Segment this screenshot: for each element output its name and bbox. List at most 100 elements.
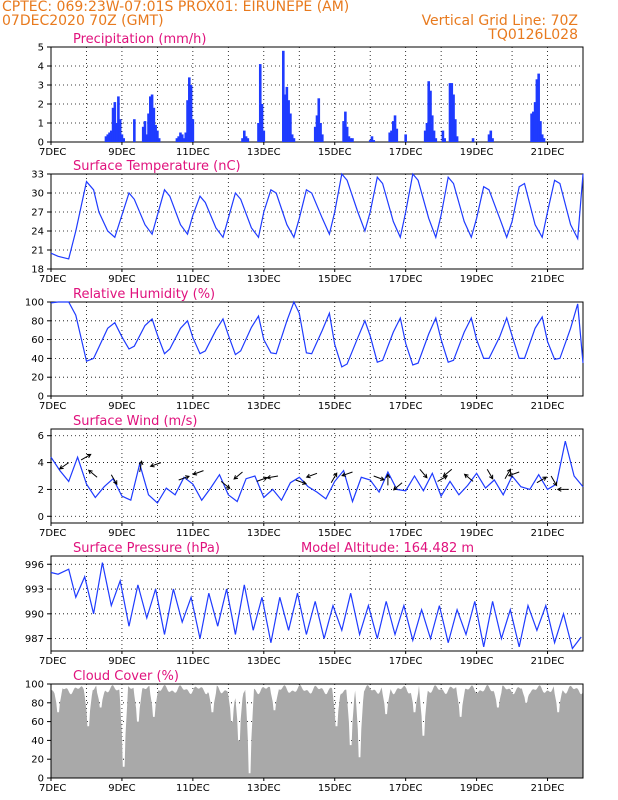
precip-xtick-label: 21DEC — [531, 147, 565, 158]
temp-title: Surface Temperature (nC) — [73, 159, 241, 174]
precip-bar — [246, 138, 250, 142]
precip-xtick-label: 19DEC — [460, 147, 494, 158]
precip-xtick-label: 13DEC — [247, 147, 281, 158]
precip-bar — [242, 130, 246, 142]
wind-wind-arrow — [110, 474, 118, 486]
pressure-ytick-label: 987 — [25, 634, 44, 645]
temp-ytick-label: 18 — [31, 265, 44, 276]
wind-wind-arrow — [463, 473, 474, 482]
precip-bar — [106, 134, 110, 142]
rh-ytick-label: 20 — [31, 373, 44, 384]
precip-ytick-label: 2 — [38, 100, 44, 111]
wind-xtick-label: 7DEC — [39, 528, 66, 539]
precip-bar — [282, 50, 285, 142]
precip-ytick-label: 4 — [38, 62, 44, 73]
precip-bar — [109, 130, 113, 142]
precip-bar — [345, 126, 349, 142]
precip-bar — [454, 119, 457, 142]
temp-xtick-label: 11DEC — [176, 274, 210, 285]
temp-xtick-label: 7DEC — [39, 274, 66, 285]
cloud-ytick-label: 60 — [31, 717, 44, 728]
cloud-xtick-label: 7DEC — [39, 783, 66, 794]
cloud-ytick-label: 0 — [38, 774, 44, 785]
temp-ytick-label: 21 — [31, 246, 44, 257]
cloud-frame-top — [50, 683, 584, 779]
precip-bar — [448, 83, 452, 142]
wind-wind-arrow — [392, 482, 403, 491]
temp-frame — [50, 173, 584, 270]
wind-wind-arrow — [138, 460, 144, 473]
rh-ytick-label: 60 — [31, 335, 44, 346]
precip-bar — [115, 123, 118, 142]
precip-bar — [540, 134, 544, 142]
precip-bar — [342, 121, 345, 142]
precip-bar — [489, 130, 493, 142]
precip-bar — [372, 140, 376, 142]
pressure-annotation: Model Altitude: 164.482 m — [301, 541, 474, 556]
precip-bar — [117, 96, 120, 142]
temp-ytick-label: 30 — [31, 189, 44, 200]
precip-bar — [292, 138, 296, 142]
precip-bar — [257, 123, 260, 142]
temp-xtick-label: 13DEC — [247, 274, 281, 285]
header-model-id: TQ0126L028 — [488, 27, 578, 43]
cloud-ytick-label: 40 — [31, 736, 44, 747]
precip-bar — [532, 111, 535, 142]
precip-bar — [111, 107, 115, 142]
cloud-xtick-label: 17DEC — [389, 783, 423, 794]
cloud-area — [51, 685, 583, 778]
precip-bar — [182, 138, 186, 142]
cloud-ytick-label: 80 — [31, 698, 44, 709]
precip-bar — [313, 126, 317, 142]
wind-xtick-label: 15DEC — [318, 528, 352, 539]
precip-bar — [108, 132, 111, 142]
pressure-xtick-label: 7DEC — [39, 656, 66, 667]
precip-bar — [430, 115, 434, 142]
precip-bar — [452, 94, 455, 142]
cloud-xtick-label: 21DEC — [531, 783, 565, 794]
precip-bar — [289, 113, 292, 142]
precip-bar — [120, 134, 124, 142]
precip-bar — [287, 100, 290, 142]
pressure-ytick-label: 993 — [25, 585, 44, 596]
rh-xtick-label: 19DEC — [460, 401, 494, 412]
wind-wind-arrow — [341, 471, 353, 477]
temp-ytick-label: 33 — [31, 170, 44, 181]
precip-xtick-label: 17DEC — [389, 147, 423, 158]
cloud-xtick-label: 15DEC — [318, 783, 352, 794]
precip-bar — [283, 94, 287, 142]
wind-title: Surface Wind (m/s) — [73, 414, 197, 429]
precip-bar — [150, 94, 154, 142]
precip-bar — [395, 128, 399, 142]
precip-bar — [145, 134, 149, 142]
precip-bar — [539, 121, 542, 142]
temp-xtick-label: 15DEC — [318, 274, 352, 285]
pressure-xtick-label: 19DEC — [460, 656, 494, 667]
pressure-ytick-label: 990 — [25, 609, 44, 620]
precip-bar — [122, 138, 126, 142]
wind-xtick-label: 9DEC — [108, 528, 135, 539]
temp-xtick-label: 21DEC — [531, 274, 565, 285]
precip-bar — [184, 132, 188, 142]
precip-bar — [179, 132, 182, 142]
pressure-ytick-label: 996 — [25, 560, 44, 571]
temp-ytick-label: 27 — [31, 208, 44, 219]
temp-ytick-label: 24 — [31, 227, 44, 238]
cloud-xtick-label: 13DEC — [247, 783, 281, 794]
wind-xtick-label: 19DEC — [460, 528, 494, 539]
wind-wind-arrow — [305, 472, 318, 479]
precip-ytick-label: 0 — [38, 138, 44, 149]
cloud-title: Cloud Cover (%) — [73, 669, 179, 684]
precip-bar — [370, 136, 374, 142]
precip-ytick-label: 5 — [38, 43, 44, 54]
precip-bar — [285, 86, 289, 142]
rh-xtick-label: 9DEC — [108, 401, 135, 412]
wind-wind-arrow — [220, 481, 231, 490]
precip-bar — [393, 115, 397, 142]
precip-bar — [191, 119, 195, 142]
header-station-line: CPTEC: 069:23W-07:01S PROX01: EIRUNEPE (… — [2, 0, 350, 15]
pressure-xtick-label: 11DEC — [176, 656, 210, 667]
precip-bar — [262, 130, 266, 142]
rh-xtick-label: 13DEC — [247, 401, 281, 412]
precip-bar — [258, 64, 262, 142]
